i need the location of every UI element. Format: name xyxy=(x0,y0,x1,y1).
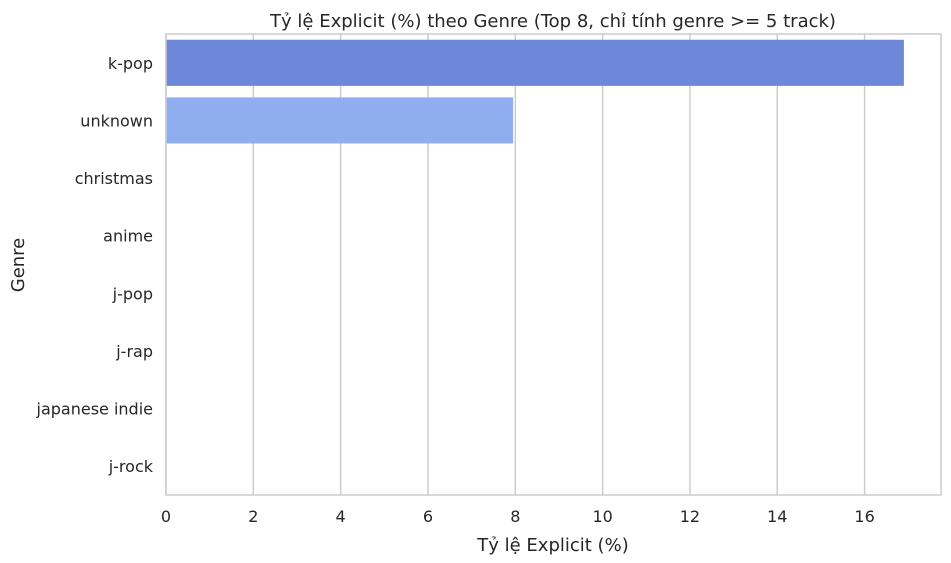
category-label-unknown: unknown xyxy=(80,111,153,130)
x-tick-label: 2 xyxy=(248,507,258,526)
category-label-anime: anime xyxy=(103,227,153,246)
x-tick-label: 16 xyxy=(854,507,874,526)
x-tick-label: 12 xyxy=(680,507,700,526)
x-tick-label: 0 xyxy=(161,507,171,526)
bars xyxy=(166,39,904,144)
category-label-j-pop: j-pop xyxy=(112,284,153,303)
x-tick-label: 4 xyxy=(336,507,346,526)
category-label-christmas: christmas xyxy=(75,169,153,188)
category-label-japanese-indie: japanese indie xyxy=(36,400,154,419)
x-tick-label: 8 xyxy=(510,507,520,526)
category-label-k-pop: k-pop xyxy=(108,54,153,73)
x-axis-label: Tỷ lệ Explicit (%) xyxy=(476,535,628,556)
y-axis-label: Genre xyxy=(8,238,29,293)
plot-frame xyxy=(165,33,942,496)
category-label-j-rock: j-rock xyxy=(108,457,154,476)
x-tick-labels: 0 2 4 6 8 10 12 14 16 xyxy=(161,507,875,526)
x-tick-label: 6 xyxy=(423,507,433,526)
x-tick-label: 14 xyxy=(767,507,787,526)
bar-k-pop xyxy=(166,39,904,86)
bar-unknown xyxy=(166,97,514,144)
chart-title: Tỷ lệ Explicit (%) theo Genre (Top 8, ch… xyxy=(269,11,836,32)
category-label-j-rap: j-rap xyxy=(115,342,153,361)
category-labels: k-pop unknown christmas anime j-pop j-rap japa… xyxy=(36,54,154,476)
x-tick-label: 10 xyxy=(592,507,612,526)
